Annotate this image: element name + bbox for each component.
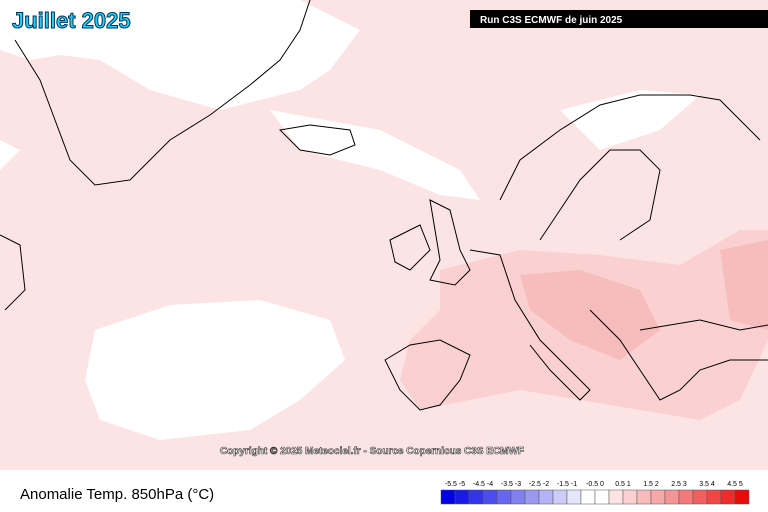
warm-zone <box>520 270 660 360</box>
neutral-zone <box>0 140 20 170</box>
scale-box <box>524 489 540 505</box>
scale-box <box>706 489 722 505</box>
scale-box <box>678 489 694 505</box>
scale-box <box>650 489 666 505</box>
run-label: Run C3S ECMWF de juin 2025 <box>480 15 623 26</box>
neutral-zone <box>0 0 360 110</box>
neutral-zone <box>85 300 345 440</box>
scale-box <box>580 489 596 505</box>
scale-label: -4.5 -4 <box>473 481 493 488</box>
scale-label: 0.5 1 <box>615 481 631 488</box>
scale-box <box>482 489 498 505</box>
scale-label: -3.5 -3 <box>501 481 521 488</box>
scale-box <box>510 489 526 505</box>
scale-box <box>608 489 624 505</box>
scale-box <box>566 489 582 505</box>
scale-box <box>622 489 638 505</box>
scale-label: -5.5 -5 <box>445 481 465 488</box>
copyright: Copyright © 2025 Meteociel.fr - Source C… <box>220 446 524 457</box>
scale-label: -2.5 -2 <box>529 481 549 488</box>
scale-label: -1.5 -1 <box>557 481 577 488</box>
scale-box <box>440 489 456 505</box>
scale-box <box>734 489 750 505</box>
scale-box <box>468 489 484 505</box>
scale-box <box>552 489 568 505</box>
warm-zone <box>720 240 768 330</box>
scale-box <box>720 489 736 505</box>
scale-box <box>636 489 652 505</box>
map-title: Juillet 2025 <box>12 8 131 33</box>
scale-label: -0.5 0 <box>586 481 604 488</box>
scale-label: 3.5 4 <box>699 481 715 488</box>
scale-box <box>594 489 610 505</box>
neutral-zone <box>560 90 700 150</box>
run-banner <box>470 10 768 28</box>
footer-label: Anomalie Temp. 850hPa (°C) <box>20 486 214 503</box>
scale-box <box>538 489 554 505</box>
coastlines <box>0 0 768 411</box>
scale-label: 2.5 3 <box>671 481 687 488</box>
neutral-zone <box>270 110 480 200</box>
scale-label: 1.5 2 <box>643 481 659 488</box>
scale-label: 4.5 5 <box>727 481 743 488</box>
scale-box <box>664 489 680 505</box>
scale-box <box>496 489 512 505</box>
scale-box <box>692 489 708 505</box>
color-scale: -5.5 -5 -4.5 -4 -3.5 -3 -2.5 -2 -1.5 -1 -0.5 … <box>440 481 750 505</box>
scale-box <box>454 489 470 505</box>
